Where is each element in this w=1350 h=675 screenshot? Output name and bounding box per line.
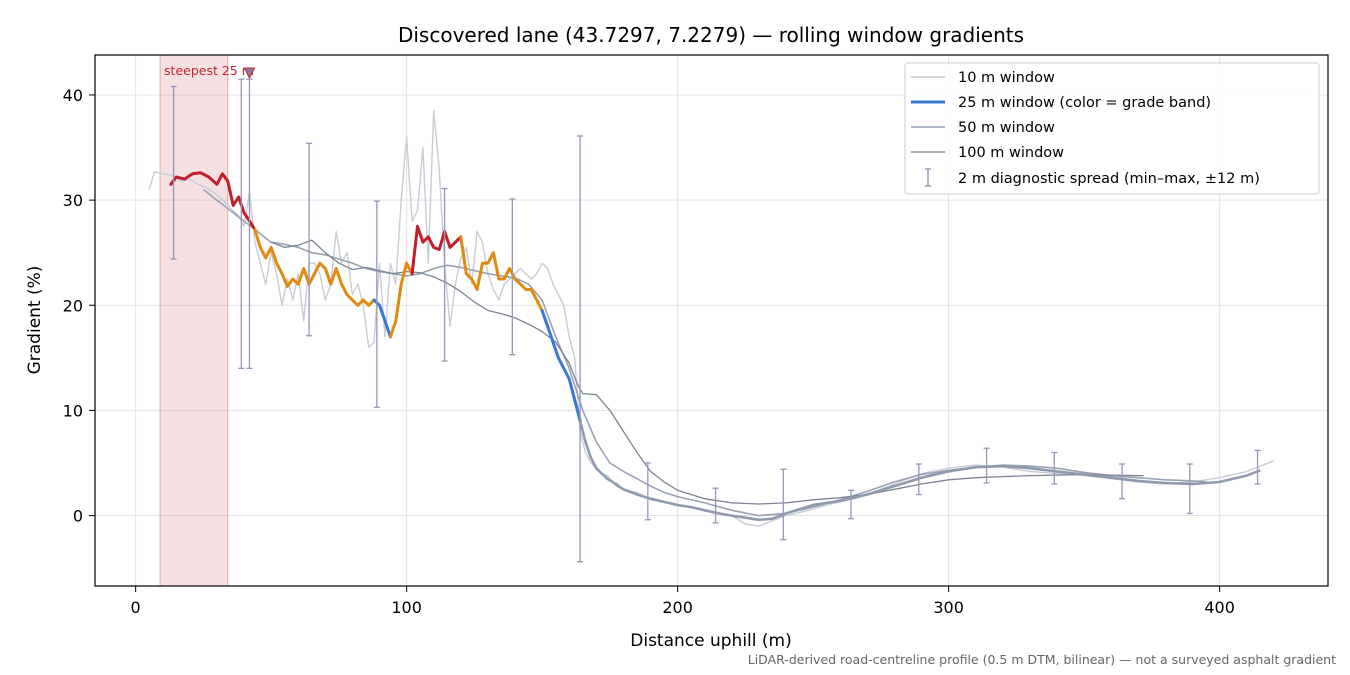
x-tick-label: 200 xyxy=(662,598,693,617)
x-axis-label: Distance uphill (m) xyxy=(630,631,791,651)
y-axis: 0 10 20 30 40 xyxy=(63,86,95,526)
x-axis: 0 100 200 300 400 xyxy=(131,586,1235,617)
x-tick-label: 100 xyxy=(391,598,422,617)
series-50m-line xyxy=(202,188,1207,517)
series-25m-band-red xyxy=(169,171,257,231)
error-bar xyxy=(170,85,177,260)
series-25m-band-orange xyxy=(388,261,414,339)
error-bar xyxy=(915,463,922,496)
error-bar xyxy=(644,462,651,521)
legend-label-50m: 50 m window xyxy=(958,120,1055,136)
error-bar xyxy=(1051,451,1058,485)
x-tick-label: 300 xyxy=(933,598,964,617)
x-tick-label: 400 xyxy=(1204,598,1235,617)
steepest-label: steepest 25 m xyxy=(164,63,254,78)
error-bar xyxy=(577,135,584,563)
series-100m-line xyxy=(270,239,1144,505)
error-bar xyxy=(848,489,855,520)
legend-label-25m: 25 m window (color = grade band) xyxy=(958,95,1211,111)
plot-frame xyxy=(94,54,1329,587)
error-bar xyxy=(1186,463,1193,515)
error-bar xyxy=(1254,449,1261,485)
error-bar xyxy=(712,487,719,524)
chart-title: Discovered lane (43.7297, 7.2279) — roll… xyxy=(398,23,1024,47)
legend-label-100m: 100 m window xyxy=(958,145,1064,161)
legend-swatch-errorbar xyxy=(925,168,931,187)
series-25m-band-blue xyxy=(540,309,582,423)
error-bar xyxy=(246,78,253,369)
y-tick-label: 30 xyxy=(63,191,83,210)
error-bar xyxy=(238,78,245,369)
legend: 10 m window 25 m window (color = grade b… xyxy=(904,62,1320,195)
error-bar xyxy=(441,187,448,362)
y-tick-label: 10 xyxy=(63,401,83,420)
error-bar xyxy=(509,198,516,356)
plot-area: steepest 25 m xyxy=(95,54,1328,587)
error-bar xyxy=(1119,463,1126,500)
series-25m-band-orange xyxy=(459,235,544,312)
y-tick-label: 0 xyxy=(73,507,83,526)
steepest-band xyxy=(159,54,229,587)
legend-label-10m: 10 m window xyxy=(958,70,1055,86)
series-25m-line xyxy=(169,171,1261,522)
legend-box xyxy=(904,62,1320,195)
y-axis-label: Gradient (%) xyxy=(25,266,45,375)
error-bar xyxy=(780,468,787,541)
series-25m-band-orange xyxy=(253,228,376,307)
series-10m-line xyxy=(148,110,1275,527)
x-tick-label: 0 xyxy=(131,598,141,617)
y-tick-label: 20 xyxy=(63,296,83,315)
error-bar xyxy=(373,200,380,408)
series-25m-band-red xyxy=(410,224,463,276)
y-tick-label: 40 xyxy=(63,86,83,105)
steepest-marker xyxy=(243,67,256,80)
legend-label-errorbar: 2 m diagnostic spread (min–max, ±12 m) xyxy=(958,171,1260,187)
error-bar xyxy=(983,447,990,484)
footnote: LiDAR-derived road-centreline profile (0… xyxy=(748,652,1336,667)
error-bar xyxy=(306,142,313,337)
